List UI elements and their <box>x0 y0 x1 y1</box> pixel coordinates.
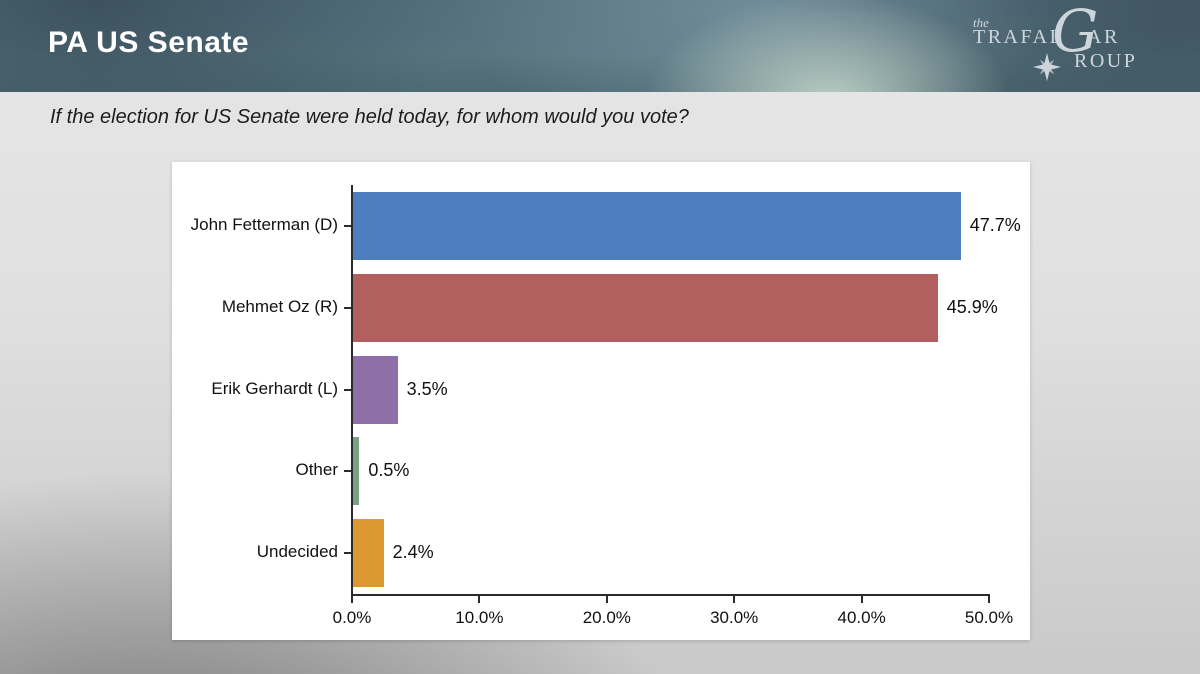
page-title: PA US Senate <box>48 26 250 59</box>
x-tick-label: 10.0% <box>455 608 504 627</box>
bar-value-label: 3.5% <box>406 378 448 399</box>
bar-value-label: 0.5% <box>368 460 410 481</box>
bar <box>353 355 398 424</box>
category-tick <box>344 224 351 227</box>
x-tick-label: 30.0% <box>710 608 759 627</box>
x-axis-tick <box>351 596 353 603</box>
logo-the: the <box>973 15 989 30</box>
y-axis-line <box>351 185 353 594</box>
bar-value-label: 47.7% <box>969 214 1021 235</box>
logo-big-g: G <box>1052 0 1099 65</box>
logo-roup: ROUP <box>1074 50 1138 72</box>
category-tick <box>344 388 351 391</box>
bar <box>353 273 938 342</box>
x-axis-line <box>351 594 990 596</box>
header-banner: PA US Senate the TRAFAL G AR ROUP <box>0 0 1200 92</box>
bar <box>353 191 961 260</box>
x-axis-tick <box>988 596 990 603</box>
logo-ar: AR <box>1087 26 1120 48</box>
survey-question: If the election for US Senate were held … <box>50 106 689 128</box>
x-axis-tick <box>605 596 608 603</box>
category-tick <box>344 552 351 555</box>
category-tick <box>344 306 351 309</box>
bar <box>353 519 384 588</box>
compass-star-icon <box>1032 52 1062 82</box>
bar-value-label: 2.4% <box>392 542 434 563</box>
bar-value-label: 45.9% <box>946 296 998 317</box>
trafalgar-group-logo: the TRAFAL G AR ROUP <box>950 2 1160 86</box>
category-label: Other <box>295 460 338 480</box>
x-axis-tick <box>478 596 481 603</box>
x-tick-label: 40.0% <box>837 608 886 627</box>
x-tick-label: 20.0% <box>582 608 631 627</box>
x-axis-tick <box>860 596 863 603</box>
logo-trafal: TRAFAL <box>973 26 1065 48</box>
x-tick-label: 0.0% <box>332 608 372 627</box>
x-tick-label: 50.0% <box>964 608 1014 627</box>
category-label: John Fetterman (D) <box>190 214 338 234</box>
category-label: Mehmet Oz (R) <box>221 296 338 316</box>
chart-panel: John Fetterman (D) 47.7% Mehmet Oz (R) 45.9… <box>172 162 1030 640</box>
category-label: Erik Gerhardt (L) <box>211 378 338 398</box>
category-label: Undecided <box>256 542 338 562</box>
bar <box>353 437 360 506</box>
x-axis-tick <box>733 596 736 603</box>
category-tick <box>344 470 351 473</box>
